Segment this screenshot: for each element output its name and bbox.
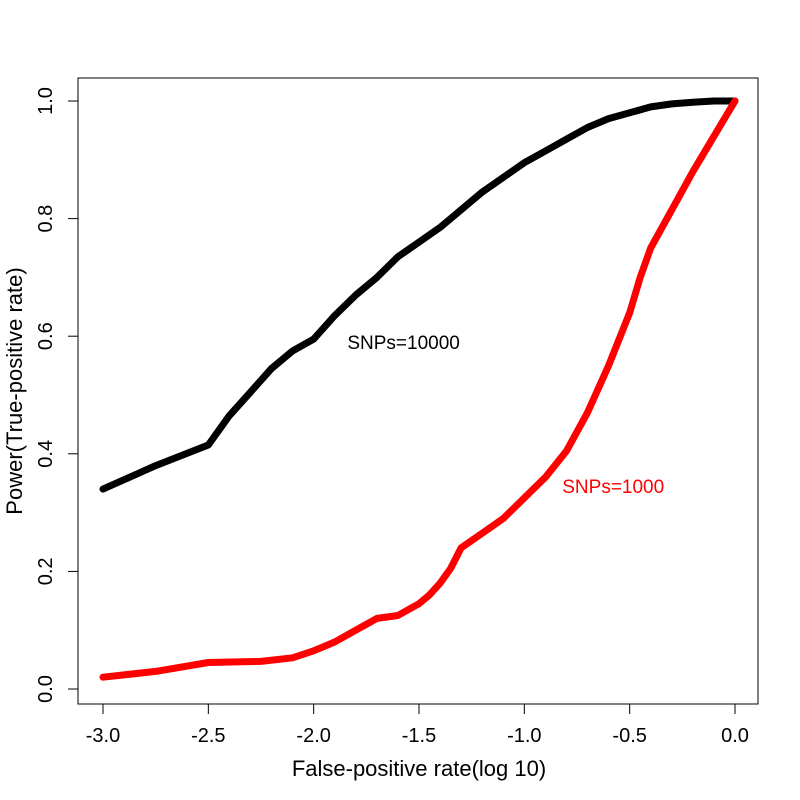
- x-tick-label: -1.0: [507, 725, 541, 747]
- y-tick-label: 0.2: [35, 557, 57, 585]
- y-axis: 0.0 0.2 0.4 0.6 0.8 1.0: [35, 87, 79, 703]
- y-axis-title: Power(True-positive rate): [2, 267, 27, 514]
- x-tick-label: 0.0: [721, 725, 749, 747]
- x-axis-title: False-positive rate(log 10): [292, 756, 546, 781]
- y-tick-label: 0.6: [35, 322, 57, 350]
- x-tick-label: -3.0: [86, 725, 120, 747]
- x-tick-label: -2.5: [191, 725, 225, 747]
- series-label-snps-10000: SNPs=10000: [347, 333, 460, 354]
- x-tick-label: -2.0: [296, 725, 330, 747]
- x-tick-label: -0.5: [612, 725, 646, 747]
- series-label-snps-1000: SNPs=1000: [562, 477, 664, 498]
- y-tick-label: 1.0: [35, 87, 57, 115]
- annotation-layer: SNPs=10000 SNPs=1000: [347, 333, 664, 498]
- y-tick-label: 0.8: [35, 205, 57, 233]
- x-tick-label: -1.5: [402, 725, 436, 747]
- plot-frame: [77, 77, 759, 705]
- y-tick-label: 0.4: [35, 440, 57, 468]
- series-line-snps-10000: [99, 97, 739, 493]
- y-tick-label: 0.0: [35, 675, 57, 703]
- series-layer: [99, 97, 739, 681]
- series-line-snps-1000: [99, 97, 739, 681]
- x-axis: -3.0 -2.5 -2.0 -1.5 -1.0 -0.5 0.0: [86, 703, 749, 747]
